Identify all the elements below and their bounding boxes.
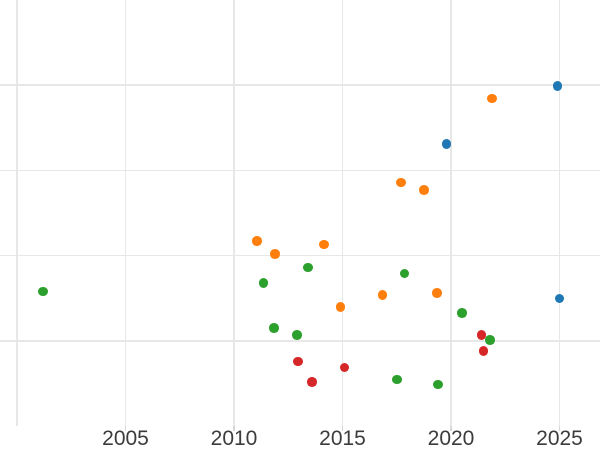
horizontal-gridline <box>0 254 600 257</box>
vertical-gridline <box>124 0 127 426</box>
data-point-blue <box>441 139 452 149</box>
data-point-green <box>303 262 313 273</box>
vertical-gridline <box>16 0 18 426</box>
horizontal-gridline <box>0 340 600 342</box>
vertical-gridline <box>558 0 561 426</box>
x-tick-mark <box>124 425 127 431</box>
data-point-green <box>392 374 402 385</box>
x-tick-label: 2015 <box>319 427 366 450</box>
data-point-green <box>399 268 410 279</box>
data-point-orange <box>487 93 497 104</box>
x-tick-mark <box>233 425 235 431</box>
data-point-green <box>38 286 48 297</box>
data-point-green <box>485 335 495 345</box>
x-tick-mark <box>558 425 561 431</box>
x-tick-label: 2025 <box>536 427 583 450</box>
data-point-orange <box>419 185 429 195</box>
data-point-green <box>457 308 467 318</box>
data-point-blue <box>554 293 565 304</box>
vertical-gridline <box>450 0 452 426</box>
x-tick-label: 2005 <box>102 427 149 450</box>
data-point-orange <box>252 236 262 246</box>
data-point-orange <box>319 239 329 250</box>
x-tick-label: 2010 <box>210 427 258 450</box>
horizontal-gridline <box>0 84 600 86</box>
vertical-gridline <box>341 0 344 426</box>
data-point-green <box>269 323 279 333</box>
x-tick-mark <box>341 425 344 431</box>
data-point-orange <box>432 288 442 298</box>
data-point-orange <box>377 290 388 300</box>
data-point-red <box>476 330 487 340</box>
x-tick-label: 2020 <box>427 427 475 450</box>
data-point-green <box>258 278 269 288</box>
data-point-orange <box>335 302 346 312</box>
data-point-red <box>307 377 317 387</box>
horizontal-gridline <box>0 169 600 172</box>
x-tick-mark <box>450 425 452 431</box>
data-point-red <box>339 362 350 373</box>
data-point-green <box>433 379 443 390</box>
data-point-green <box>292 330 302 340</box>
vertical-gridline <box>233 0 235 426</box>
data-point-blue <box>552 81 563 91</box>
data-point-red <box>293 356 303 367</box>
data-point-red <box>478 346 489 356</box>
data-point-orange <box>270 249 280 259</box>
data-point-orange <box>396 177 406 188</box>
